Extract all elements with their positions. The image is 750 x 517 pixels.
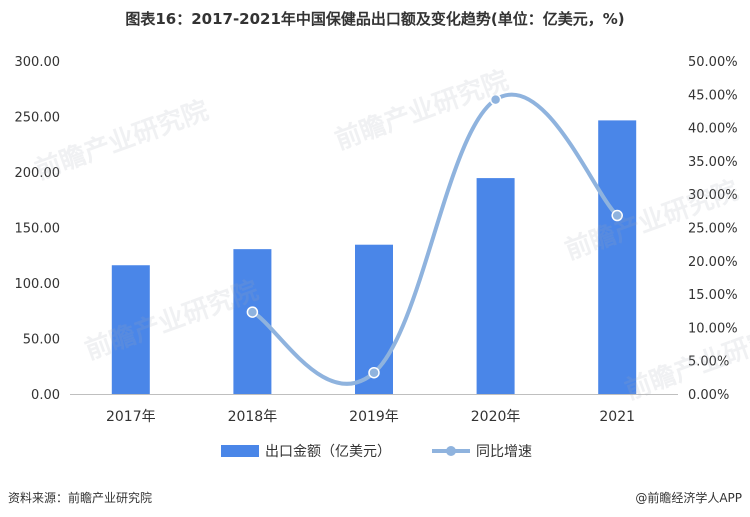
legend-line-marker (446, 446, 456, 456)
growth-point (246, 306, 259, 318)
y-right-tick-label: 0.00% (688, 388, 729, 403)
legend-line-label: 同比增速 (476, 444, 532, 460)
growth-point (489, 93, 502, 106)
legend-bar-label: 出口金额（亿美元） (265, 444, 391, 460)
y-left-tick-label: 250.00 (15, 111, 61, 126)
y-left-tick-label: 300.00 (15, 55, 61, 70)
y-right-tick-label: 25.00% (688, 222, 738, 237)
y-right-tick-label: 40.00% (688, 122, 738, 137)
y-right-tick-label: 15.00% (688, 288, 738, 303)
source-note: 资料来源：前瞻产业研究院 (8, 491, 153, 505)
growth-point (611, 209, 623, 222)
y-left-tick-label: 0.00 (31, 388, 60, 403)
growth-point (368, 366, 380, 379)
bar (598, 120, 637, 394)
x-tick-label: 2021 (599, 409, 635, 425)
y-right-tick-label: 30.00% (688, 188, 738, 203)
y-right-tick-label: 50.00% (688, 55, 738, 70)
y-left-tick-label: 100.00 (15, 277, 61, 292)
x-tick-label: 2020年 (471, 409, 521, 425)
x-tick-label: 2018年 (228, 409, 278, 425)
legend-bar-swatch (221, 445, 259, 457)
y-left-tick-label: 200.00 (15, 166, 61, 181)
y-right-tick-label: 20.00% (688, 255, 738, 270)
y-right-tick-label: 35.00% (688, 155, 738, 170)
y-left-tick-label: 150.00 (15, 222, 61, 237)
y-right-tick-label: 45.00% (688, 88, 738, 103)
y-right-tick-label: 5.00% (688, 355, 729, 370)
bar (111, 265, 150, 394)
y-right-tick-label: 10.00% (688, 321, 738, 336)
x-tick-label: 2019年 (349, 409, 399, 425)
brand-credit: @前瞻经济学人APP (635, 491, 742, 505)
x-tick-label: 2017年 (106, 409, 156, 425)
chart-title: 图表16：2017-2021年中国保健品出口额及变化趋势(单位：亿美元，%) (125, 10, 625, 28)
y-left-tick-label: 50.00 (23, 333, 60, 348)
growth-line (250, 92, 620, 386)
bar (476, 178, 515, 394)
